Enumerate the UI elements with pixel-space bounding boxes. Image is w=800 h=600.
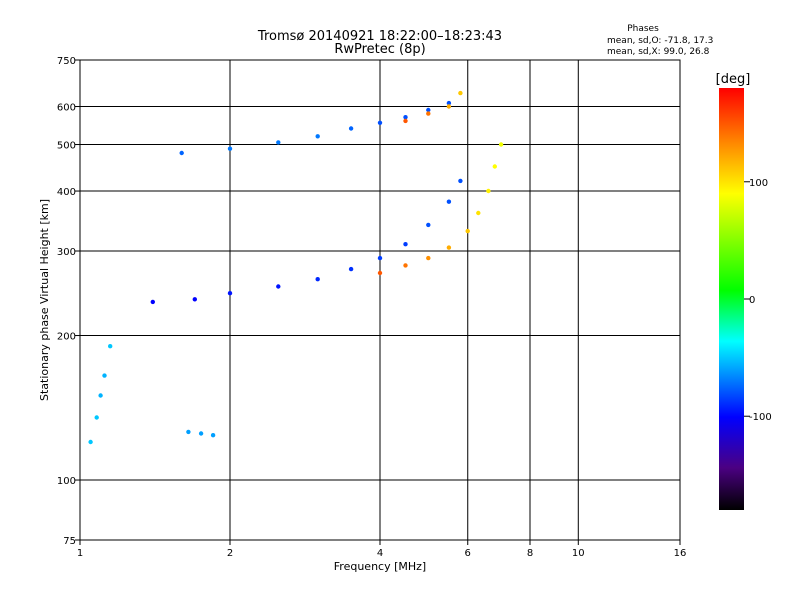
y-tick-label: 300: [57, 247, 76, 258]
data-point: [492, 164, 497, 169]
data-point: [426, 107, 431, 113]
y-tick-label: 500: [57, 141, 76, 152]
y-axis-ticks: 75 100 200 300 400 500 600 750: [57, 56, 80, 547]
data-point: [426, 255, 431, 261]
x-tick-label: 1: [77, 548, 83, 559]
y-tick-label: 75: [63, 536, 76, 547]
x-tick-label: 10: [572, 548, 585, 559]
data-point: [458, 178, 463, 184]
data-point: [94, 415, 99, 420]
y-tick-label: 100: [57, 476, 76, 487]
data-point: [315, 277, 320, 282]
y-tick-label: 200: [57, 332, 76, 343]
data-point: [377, 120, 383, 126]
x-tick-label: 8: [527, 548, 533, 559]
y-axis-label: Stationary phase Virtual Height [km]: [38, 199, 51, 401]
data-point: [446, 104, 452, 109]
chart-subtitle: RwPretec (8p): [334, 42, 425, 57]
data-point: [108, 344, 113, 349]
data-point: [192, 297, 197, 302]
data-point: [315, 134, 320, 139]
data-point: [465, 228, 470, 234]
data-point: [446, 100, 452, 106]
data-point: [102, 373, 107, 378]
x-tick-label: 2: [227, 548, 233, 559]
colorbar-tick-label: -100: [749, 412, 772, 423]
data-point: [446, 199, 452, 204]
colorbar-label: [deg]: [716, 72, 751, 87]
phases-o-line: mean, sd,O: -71.8, 17.3: [607, 36, 713, 46]
data-point: [276, 140, 281, 145]
colorbar-tick-label: 0: [749, 295, 755, 306]
data-point: [348, 126, 354, 131]
x-axis-ticks: 1 2 4 6 8 10 16: [77, 540, 687, 559]
data-point: [458, 90, 463, 96]
data-point: [150, 299, 155, 305]
data-point: [446, 245, 452, 250]
data-point: [498, 142, 504, 147]
colorbar-tick-label: 100: [749, 178, 768, 189]
data-point: [377, 255, 383, 261]
x-axis-label: Frequency [MHz]: [334, 560, 426, 573]
data-point: [186, 429, 191, 435]
data-point: [377, 270, 383, 276]
data-point: [227, 146, 233, 151]
data-point: [198, 431, 204, 436]
chart-title: Tromsø 20140921 18:22:00–18:23:43: [257, 29, 502, 44]
x-tick-label: 4: [377, 548, 383, 559]
x-tick-label: 16: [674, 548, 687, 559]
data-point: [227, 291, 233, 296]
y-tick-label: 600: [57, 103, 76, 114]
data-point: [276, 284, 281, 289]
data-point: [426, 222, 431, 228]
data-point: [403, 242, 408, 247]
data-point: [403, 115, 408, 120]
data-point: [486, 188, 491, 194]
data-point: [179, 150, 184, 156]
data-point: [88, 439, 93, 445]
data-point: [403, 263, 408, 268]
y-tick-label: 750: [57, 56, 76, 67]
colorbar-ticks: 100 0 -100: [744, 178, 772, 423]
data-point: [348, 266, 354, 272]
data-point: [476, 210, 481, 216]
x-tick-label: 6: [465, 548, 471, 559]
data-point: [403, 118, 408, 124]
data-point: [210, 433, 216, 438]
phases-title: Phases: [627, 24, 659, 34]
colorbar: [719, 88, 744, 510]
grid-lines: [80, 60, 680, 540]
data-point: [426, 111, 431, 116]
data-point: [98, 393, 103, 398]
scatter-points: [88, 90, 504, 445]
phases-x-line: mean, sd,X: 99.0, 26.8: [607, 47, 710, 57]
y-tick-label: 400: [57, 187, 76, 198]
